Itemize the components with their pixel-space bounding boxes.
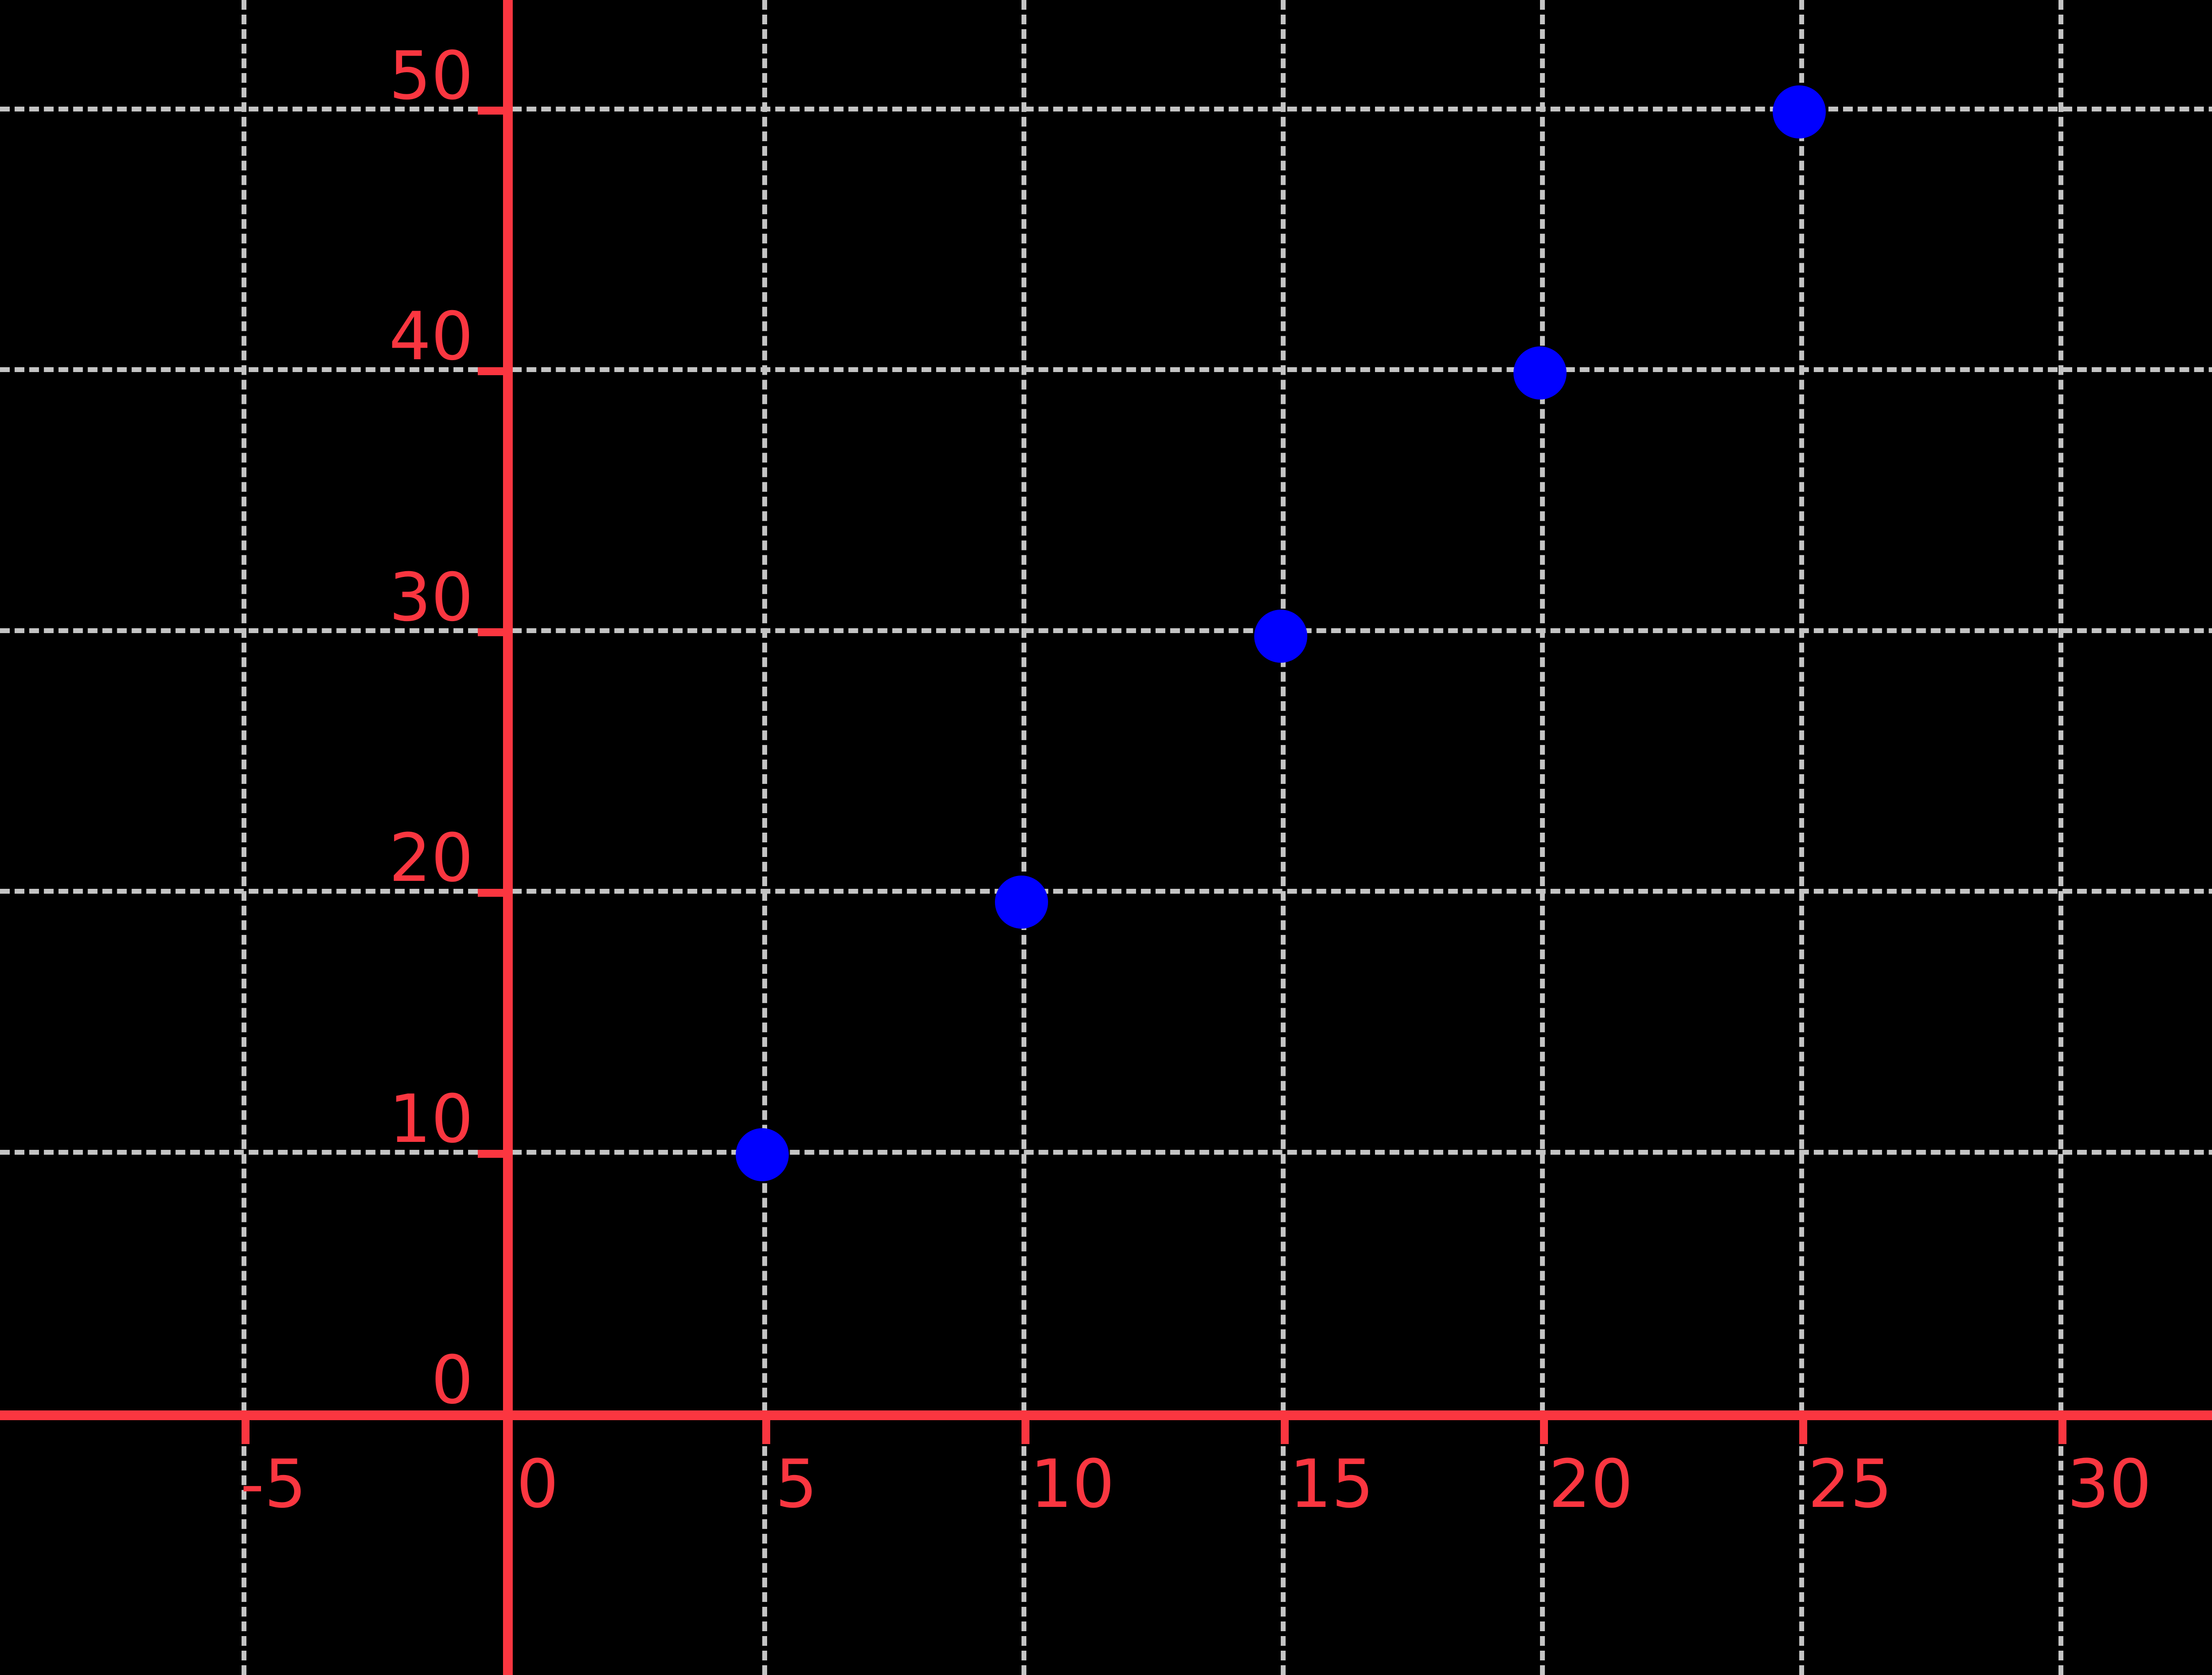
y-axis-tick [478,889,505,897]
y-tick-label: 10 [389,1081,473,1158]
data-point-marker[interactable] [1513,346,1567,400]
y-tick-label: 20 [389,820,473,897]
data-point-marker[interactable] [736,1128,789,1182]
gridline-horizontal [0,889,2212,894]
x-axis-tick [2058,1414,2066,1444]
x-axis-tick [1799,1414,1807,1444]
data-point-marker[interactable] [1773,85,1826,139]
gridline-vertical [762,0,767,1675]
gridline-vertical [1540,0,1545,1675]
y-axis-line [503,0,513,1675]
y-axis-tick [478,367,505,375]
data-point-marker[interactable] [1254,609,1307,663]
x-tick-label: 10 [1030,1446,1115,1523]
x-tick-label: -5 [240,1446,307,1523]
gridline-horizontal [0,107,2212,111]
x-axis-line [0,1410,2212,1420]
gridline-horizontal [0,1150,2212,1155]
gridline-vertical [1022,0,1026,1675]
x-axis-tick [1540,1414,1548,1444]
x-tick-label: 5 [775,1446,818,1523]
gridline-vertical [1281,0,1286,1675]
x-axis-tick [1022,1414,1029,1444]
y-axis-tick [478,628,505,636]
gridline-horizontal [0,628,2212,633]
gridline-vertical [2058,0,2063,1675]
y-tick-label: 30 [389,559,473,636]
y-tick-label: 0 [431,1342,473,1419]
x-tick-label: 25 [1808,1446,1893,1523]
x-axis-tick [762,1414,770,1444]
y-axis-tick [478,1150,505,1158]
gridline-horizontal [0,367,2212,372]
x-tick-label: 20 [1548,1446,1633,1523]
x-tick-label: 30 [2067,1446,2152,1523]
gridline-vertical [242,0,246,1675]
y-tick-label: 40 [389,298,473,375]
x-axis-tick [242,1414,250,1444]
data-point-marker[interactable] [995,875,1048,929]
x-tick-label: 15 [1289,1446,1374,1523]
x-tick-label: 0 [516,1446,559,1523]
y-tick-label: 50 [389,38,473,115]
y-axis-tick [478,107,505,115]
x-axis-tick [1281,1414,1289,1444]
gridline-vertical [1799,0,1804,1675]
